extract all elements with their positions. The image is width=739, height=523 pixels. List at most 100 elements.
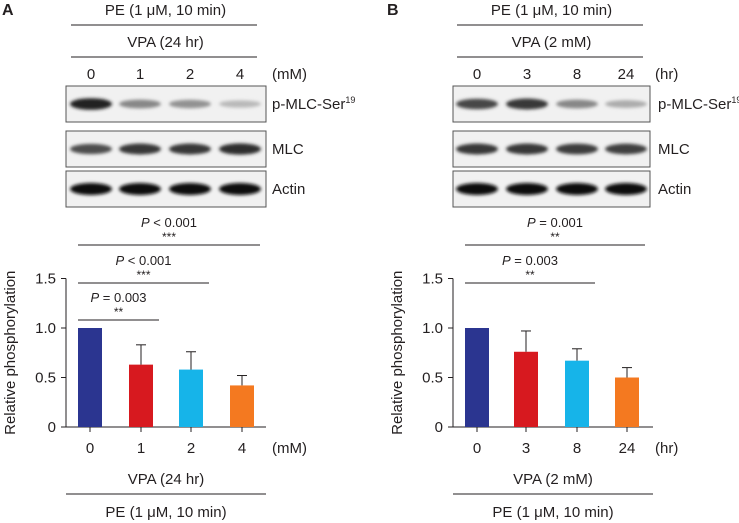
blot-band xyxy=(605,143,647,155)
p-value-label: P = 0.001 xyxy=(527,215,583,230)
p-value-label: P = 0.003 xyxy=(502,253,558,268)
blot-band xyxy=(70,143,112,155)
x-tick-label: 4 xyxy=(238,440,246,457)
bar xyxy=(230,385,254,427)
p-symbol: P xyxy=(502,253,511,268)
blot-band xyxy=(506,143,548,155)
significance-stars: ** xyxy=(114,305,124,319)
blot-label: p-MLC-Ser19 xyxy=(658,95,739,113)
panel-letter: B xyxy=(387,2,399,19)
significance-stars: *** xyxy=(136,268,150,282)
significance-stars: ** xyxy=(525,268,535,282)
x-tick-label: 3 xyxy=(522,440,530,457)
blot-band xyxy=(556,99,598,109)
top-vpa-label: VPA (2 mM) xyxy=(512,34,592,51)
y-tick-label: 0 xyxy=(48,419,56,436)
bar xyxy=(514,351,538,427)
blot-band xyxy=(119,99,161,109)
bottom-vpa-label: VPA (2 mM) xyxy=(513,471,593,488)
blot-label: MLC xyxy=(272,141,304,158)
bar xyxy=(129,364,153,427)
lane-label: 0 xyxy=(87,66,95,83)
blot-band xyxy=(169,99,211,109)
x-tick-label: 8 xyxy=(573,440,581,457)
top-treatment-label: PE (1 μM, 10 min) xyxy=(105,2,226,19)
x-tick-label: 0 xyxy=(86,440,94,457)
lane-unit-label: (mM) xyxy=(272,66,307,83)
bottom-treatment-label: PE (1 μM, 10 min) xyxy=(105,504,226,521)
blot-label-superscript: 19 xyxy=(731,95,739,105)
blot-band xyxy=(169,143,211,155)
blot-band xyxy=(70,98,112,110)
blot-band xyxy=(119,143,161,155)
p-value: = 0.003 xyxy=(511,253,558,268)
blot-band xyxy=(70,183,112,195)
p-symbol: P xyxy=(527,215,536,230)
bar xyxy=(179,369,203,427)
p-symbol: P xyxy=(90,290,99,305)
y-tick-label: 0 xyxy=(435,419,443,436)
x-tick-label: 0 xyxy=(473,440,481,457)
bar xyxy=(565,360,589,427)
p-symbol: P xyxy=(115,253,124,268)
lane-label: 3 xyxy=(523,66,531,83)
y-tick-label: 1.0 xyxy=(35,320,56,337)
x-tick-label: 1 xyxy=(137,440,145,457)
significance-stars: *** xyxy=(162,230,176,244)
y-tick-label: 0.5 xyxy=(422,370,443,387)
p-value: < 0.001 xyxy=(124,253,171,268)
blot-band xyxy=(456,143,498,155)
blot-label-superscript: 19 xyxy=(345,95,355,105)
p-value: = 0.003 xyxy=(99,290,146,305)
lane-unit-label: (hr) xyxy=(655,66,678,83)
blot-band xyxy=(119,183,161,195)
p-value: = 0.001 xyxy=(536,215,583,230)
x-tick-label: 24 xyxy=(619,440,636,457)
bar xyxy=(78,328,102,427)
blot-band xyxy=(556,183,598,195)
bottom-treatment-label: PE (1 μM, 10 min) xyxy=(492,504,613,521)
bar xyxy=(465,328,489,427)
p-symbol: P xyxy=(141,215,150,230)
lane-label: 2 xyxy=(186,66,194,83)
lane-label: 0 xyxy=(473,66,481,83)
y-tick-label: 1.0 xyxy=(422,320,443,337)
blot-label: Actin xyxy=(658,181,691,198)
p-value-label: P < 0.001 xyxy=(141,215,197,230)
blot-band xyxy=(506,98,548,110)
blot-band xyxy=(169,183,211,195)
lane-label: 8 xyxy=(573,66,581,83)
panel-letter: A xyxy=(2,2,14,19)
p-value: < 0.001 xyxy=(150,215,197,230)
blot-band xyxy=(219,183,261,195)
blot-band xyxy=(605,183,647,195)
blot-label: Actin xyxy=(272,181,305,198)
top-treatment-label: PE (1 μM, 10 min) xyxy=(491,2,612,19)
blot-band xyxy=(456,98,498,110)
x-tick-label: 2 xyxy=(187,440,195,457)
blot-band xyxy=(219,143,261,155)
top-vpa-label: VPA (24 hr) xyxy=(127,34,203,51)
significance-stars: ** xyxy=(550,230,560,244)
bottom-vpa-label: VPA (24 hr) xyxy=(128,471,204,488)
x-unit-label: (mM) xyxy=(272,440,307,457)
blot-band xyxy=(605,100,647,108)
blot-label: MLC xyxy=(658,141,690,158)
blot-label: p-MLC-Ser19 xyxy=(272,95,355,113)
y-tick-label: 1.5 xyxy=(422,271,443,288)
lane-label: 1 xyxy=(136,66,144,83)
y-axis-label: Relative phosphorylation xyxy=(389,271,406,435)
bar xyxy=(615,377,639,427)
p-value-label: P < 0.001 xyxy=(115,253,171,268)
blot-band xyxy=(556,143,598,155)
x-unit-label: (hr) xyxy=(655,440,678,457)
y-tick-label: 0.5 xyxy=(35,370,56,387)
y-axis-label: Relative phosphorylation xyxy=(2,271,19,435)
lane-label: 24 xyxy=(618,66,635,83)
blot-band xyxy=(219,100,261,108)
lane-label: 4 xyxy=(236,66,244,83)
p-value-label: P = 0.003 xyxy=(90,290,146,305)
blot-band xyxy=(506,183,548,195)
y-tick-label: 1.5 xyxy=(35,271,56,288)
